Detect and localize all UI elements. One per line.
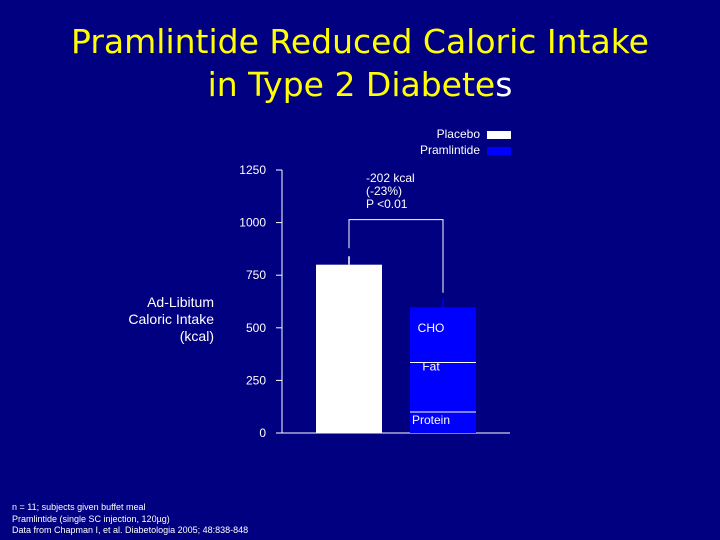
y-axis-label-line-3: (kcal) (179, 328, 214, 344)
y-tick-label: 0 (259, 426, 266, 440)
segment-label-fat: Fat (422, 360, 440, 374)
title-line-2-main: in Type 2 Diabete (207, 65, 496, 104)
y-tick-label: 1250 (239, 163, 266, 177)
legend-label-pramlintide: Pramlintide (419, 143, 480, 157)
y-axis-label-line-2: Caloric Intake (128, 311, 214, 327)
y-axis-label: Ad-Libitum Caloric Intake (kcal) (90, 294, 214, 345)
y-tick-label: 750 (246, 268, 266, 282)
bar-placebo (316, 264, 382, 433)
footnote-line-1: n = 11; subjects given buffet meal (12, 502, 146, 512)
title-line-2: in Type 2 Diabetes (0, 63, 720, 106)
legend-swatch-pramlintide (487, 147, 511, 155)
title-line-1: Pramlintide Reduced Caloric Intake (71, 22, 649, 61)
footnote-line-3: Data from Chapman I, et al. Diabetologia… (12, 525, 249, 535)
legend-label-placebo: Placebo (436, 127, 480, 141)
annotation-line-3: P <0.01 (366, 197, 408, 211)
footnote: n = 11; subjects given buffet meal Praml… (12, 502, 248, 537)
y-tick-label: 500 (246, 321, 266, 335)
segment-label-protein: Protein (412, 413, 450, 427)
footnote-line-2: Pramlintide (single SC injection, 120µg) (12, 513, 170, 524)
title-line-2-tail: s (495, 65, 513, 104)
difference-annotation: -202 kcal (-23%) P <0.01 (366, 172, 415, 211)
significance-bracket (348, 219, 444, 293)
slide-title: Pramlintide Reduced Caloric Intake in Ty… (0, 20, 720, 106)
legend-swatch-placebo (487, 131, 511, 139)
annotation-line-2: (-23%) (366, 184, 403, 198)
y-tick-label: 250 (246, 373, 266, 387)
annotation-line-1: -202 kcal (366, 171, 415, 185)
y-axis-label-line-1: Ad-Libitum (147, 294, 214, 310)
y-tick-label: 1000 (239, 216, 266, 230)
segment-label-cho: CHO (418, 321, 445, 335)
